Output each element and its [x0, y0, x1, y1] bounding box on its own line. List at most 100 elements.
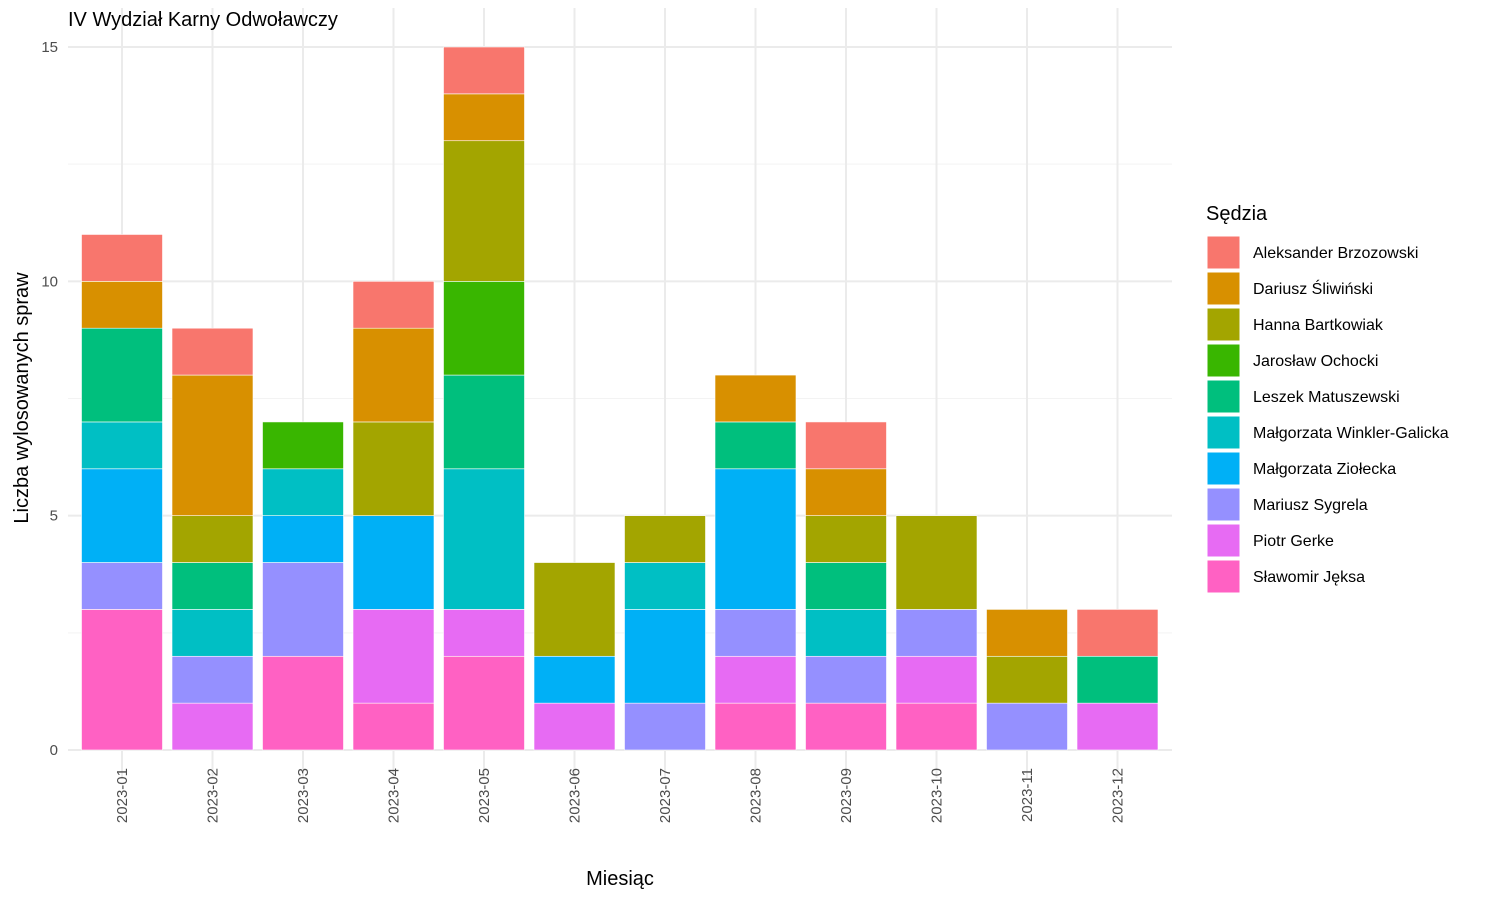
legend-label: Małgorzata Winkler-Galicka — [1253, 425, 1449, 442]
bar-segment — [895, 515, 978, 610]
legend-swatch — [1206, 271, 1241, 306]
bar-segment — [805, 515, 887, 563]
legend-label: Aleksander Brzozowski — [1253, 245, 1418, 262]
bar-segment — [81, 327, 163, 423]
x-tick-label: 2023-05 — [476, 768, 493, 823]
bar-segment — [352, 702, 435, 751]
x-tick-label: 2023-03 — [295, 768, 312, 823]
bar-segment — [262, 655, 344, 751]
bar-segment — [805, 702, 887, 751]
bar-segment — [443, 140, 525, 282]
x-tick-label: 2023-10 — [929, 768, 946, 823]
x-tick-label: 2023-04 — [386, 768, 403, 823]
bar-segment — [533, 702, 616, 751]
bar-segment — [352, 327, 435, 423]
bar-segment — [443, 281, 525, 376]
bar-segment — [171, 655, 254, 704]
bar-segment — [714, 702, 797, 751]
bar-segment — [81, 421, 163, 470]
bar-segment — [262, 515, 344, 563]
legend-swatch — [1206, 343, 1241, 378]
bar-segment — [81, 609, 163, 751]
legend-swatch — [1206, 307, 1241, 342]
y-tick-label: 5 — [50, 508, 58, 525]
bar-segment — [81, 468, 163, 563]
bar-segment — [262, 562, 344, 657]
x-tick-label: 2023-07 — [657, 768, 674, 823]
bar-segment — [986, 655, 1068, 704]
legend-swatch — [1206, 451, 1241, 486]
bar-segment — [81, 281, 163, 329]
x-tick-label: 2023-02 — [205, 768, 222, 823]
y-tick-label: 10 — [41, 273, 58, 290]
bar-segment — [443, 468, 525, 610]
bar-segment — [714, 655, 797, 704]
bar-segment — [171, 374, 254, 516]
y-axis-ticks: 0 5 10 15 — [41, 39, 58, 759]
bar-segment — [895, 702, 978, 751]
x-tick-label: 2023-06 — [567, 768, 584, 823]
legend-swatch — [1206, 487, 1241, 522]
bar-segment — [171, 562, 254, 610]
bar-segment — [624, 609, 706, 704]
bar-segment — [81, 234, 163, 282]
bar-segment — [352, 609, 435, 704]
bar-segment — [986, 609, 1068, 657]
legend-swatch — [1206, 235, 1241, 270]
bar-segment — [895, 655, 978, 704]
bar-segment — [1076, 655, 1159, 704]
legend-swatch — [1206, 523, 1241, 558]
bar-segment — [533, 562, 616, 657]
bar-segment — [895, 609, 978, 657]
bar-segment — [443, 609, 525, 657]
bar-segment — [714, 421, 797, 470]
bars — [81, 46, 1159, 751]
legend-label: Sławomir Jęksa — [1253, 569, 1365, 586]
bar-segment — [1076, 702, 1159, 751]
x-axis-title: Miesiąc — [586, 868, 654, 890]
legend-swatch — [1206, 379, 1241, 414]
bar-segment — [624, 562, 706, 610]
bar-segment — [805, 421, 887, 470]
bar-segment — [714, 609, 797, 657]
bar-segment — [352, 515, 435, 610]
legend: Aleksander Brzozowski Dariusz Śliwiński Ha… — [1206, 235, 1449, 594]
bar-segment — [986, 702, 1068, 751]
legend-title: Sędzia — [1206, 203, 1268, 225]
bar-segment — [624, 702, 706, 751]
bar-segment — [443, 655, 525, 751]
legend-label: Leszek Matuszewski — [1253, 389, 1400, 406]
bar-segment — [171, 327, 254, 376]
legend-label: Jarosław Ochocki — [1253, 353, 1378, 370]
x-tick-label: 2023-08 — [748, 768, 765, 823]
bar-segment — [533, 655, 616, 704]
legend-swatch — [1206, 559, 1241, 594]
legend-label: Małgorzata Ziołecka — [1253, 461, 1396, 478]
x-axis-ticks: 2023-01 2023-02 2023-03 2023-04 2023-05 2023-… — [114, 768, 1127, 823]
y-tick-label: 0 — [50, 742, 58, 759]
bar-segment — [1076, 609, 1159, 657]
bar-segment — [443, 93, 525, 142]
y-tick-label: 15 — [41, 39, 58, 56]
bar-segment — [714, 468, 797, 610]
x-tick-label: 2023-01 — [114, 768, 131, 823]
legend-label: Hanna Bartkowiak — [1253, 317, 1384, 334]
bar-segment — [443, 374, 525, 470]
bar-segment — [714, 374, 797, 423]
x-tick-label: 2023-11 — [1019, 768, 1036, 822]
bar-segment — [262, 468, 344, 516]
y-axis-title: Liczba wylosowanych spraw — [11, 272, 33, 524]
legend-label: Dariusz Śliwiński — [1253, 279, 1373, 298]
bar-segment — [352, 421, 435, 516]
chart-title: IV Wydział Karny Odwoławczy — [68, 9, 338, 31]
bar-segment — [624, 515, 706, 563]
bar-segment — [443, 46, 525, 95]
bar-segment — [805, 609, 887, 657]
x-tick-label: 2023-09 — [838, 768, 855, 823]
bar-segment — [171, 515, 254, 563]
x-tick-label: 2023-12 — [1110, 768, 1127, 823]
bar-segment — [352, 281, 435, 329]
legend-label: Piotr Gerke — [1253, 533, 1334, 550]
bar-segment — [171, 702, 254, 751]
